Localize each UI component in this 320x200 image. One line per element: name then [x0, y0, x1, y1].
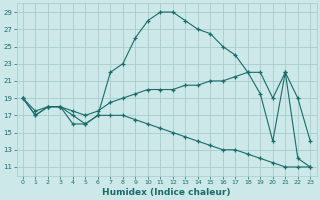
X-axis label: Humidex (Indice chaleur): Humidex (Indice chaleur) — [102, 188, 231, 197]
